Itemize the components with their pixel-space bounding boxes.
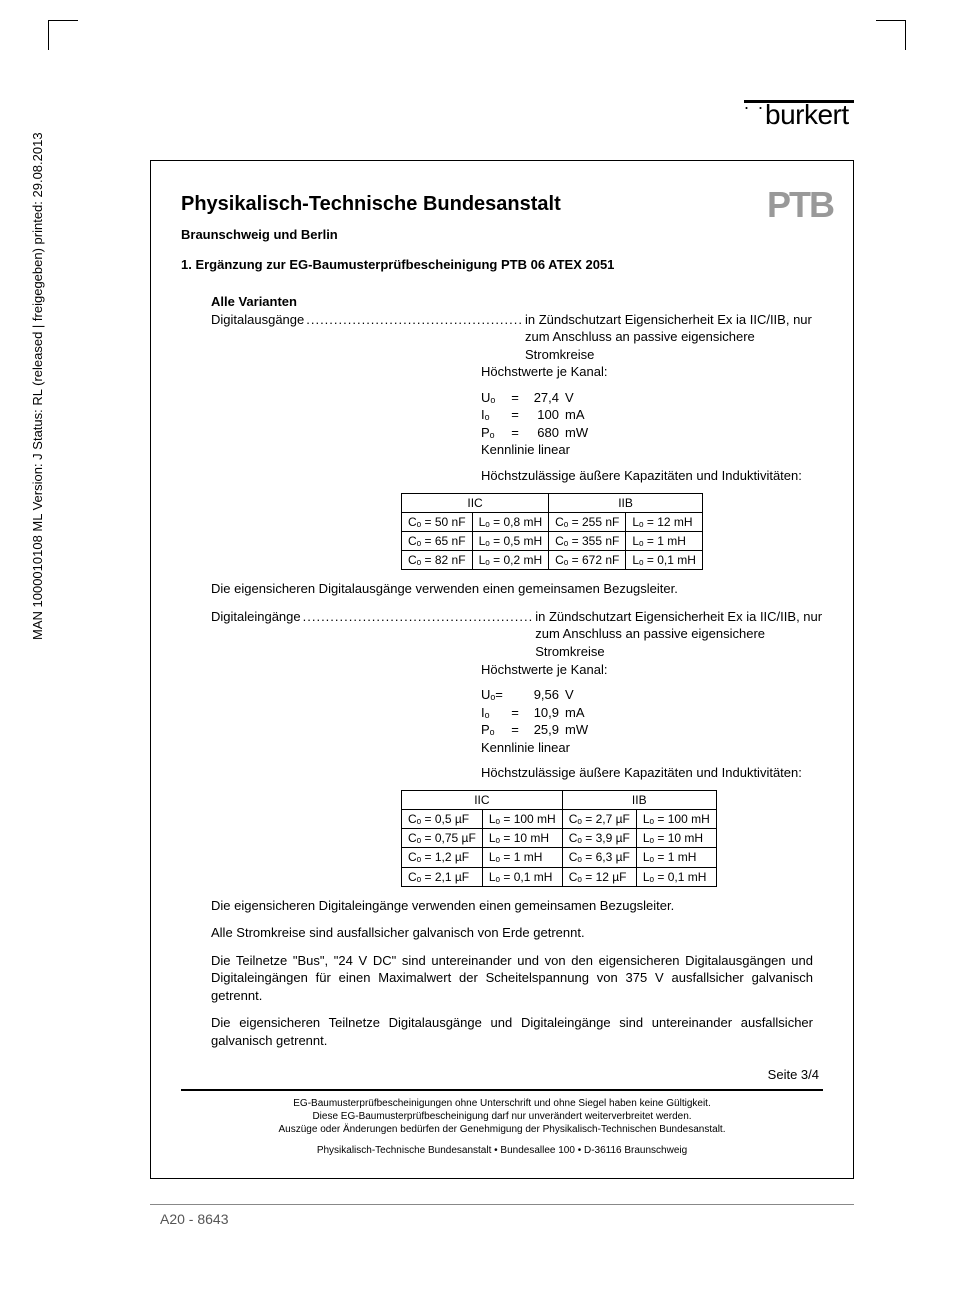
max-per-channel-label: Höchstwerte je Kanal: [481, 363, 823, 381]
footer-rule [181, 1089, 823, 1091]
bottom-rule [150, 1204, 854, 1205]
doc-subtitle2: 1. Ergänzung zur EG-Baumusterprüfbeschei… [181, 256, 823, 274]
dots: ........................................… [304, 311, 525, 364]
para-galvanic-3: Die eigensicheren Teilnetze Digitalausgä… [211, 1014, 813, 1049]
content-frame: PTB Physikalisch-Technische Bundesanstal… [150, 160, 854, 1179]
page-number: Seite 3/4 [181, 1066, 819, 1084]
para-galvanic-2: Die Teilnetze "Bus", "24 V DC" sind unte… [211, 952, 813, 1005]
digital-in-desc: in Zündschutzart Eigensicherheit Ex ia I… [535, 608, 823, 661]
burkert-logo: . .burkert [744, 100, 854, 131]
max-per-channel-label-2: Höchstwerte je Kanal: [481, 661, 823, 679]
doc-subtitle1: Braunschweig und Berlin [181, 226, 823, 244]
max-cap-ind-label: Höchstzulässige äußere Kapazitäten und I… [481, 467, 823, 485]
dots: ........................................… [301, 608, 536, 661]
out-note: Die eigensicheren Digitalausgänge verwen… [211, 580, 813, 598]
para-galvanic-1: Alle Stromkreise sind ausfallsicher galv… [211, 924, 813, 942]
table-outputs: IICIIB Cₒ = 50 nFLₒ = 0,8 mHCₒ = 255 nFL… [401, 493, 703, 571]
digital-out-desc: in Zündschutzart Eigensicherheit Ex ia I… [525, 311, 823, 364]
max-cap-ind-label-2: Höchstzulässige äußere Kapazitäten und I… [481, 764, 823, 782]
digital-in-label: Digitaleingänge [211, 608, 301, 661]
kennlinie-label: Kennlinie linear [481, 441, 823, 459]
page-area: . .burkert PTB Physikalisch-Technische B… [100, 70, 874, 1247]
in-values: Uₒ=9,56V Iₒ=10,9mA Pₒ=25,9mW [481, 686, 823, 739]
all-variants-heading: Alle Varianten [211, 293, 823, 311]
crop-mark-tr [876, 20, 906, 50]
document-code: A20 - 8643 [160, 1211, 229, 1227]
kennlinie-label-2: Kennlinie linear [481, 739, 823, 757]
table-inputs: IICIIB Cₒ = 0,5 µFLₒ = 100 mHCₒ = 2,7 µF… [401, 790, 717, 887]
digital-in-row: Digitaleingänge ........................… [211, 608, 823, 661]
digital-out-row: Digitalausgänge ........................… [211, 311, 823, 364]
in-note: Die eigensicheren Digitaleingänge verwen… [211, 897, 813, 915]
ptb-logo: PTB [767, 181, 833, 230]
doc-title: Physikalisch-Technische Bundesanstalt [181, 191, 823, 218]
crop-mark-tl [48, 20, 78, 50]
out-values: Uₒ=27,4V Iₒ=100mA Pₒ=680mW [481, 389, 823, 442]
footer-address: Physikalisch-Technische Bundesanstalt • … [181, 1144, 823, 1158]
side-metadata: MAN 1000010108 ML Version: J Status: RL … [30, 132, 45, 640]
footer-notes: EG-Baumusterprüfbescheinigungen ohne Unt… [181, 1097, 823, 1136]
digital-out-label: Digitalausgänge [211, 311, 304, 364]
